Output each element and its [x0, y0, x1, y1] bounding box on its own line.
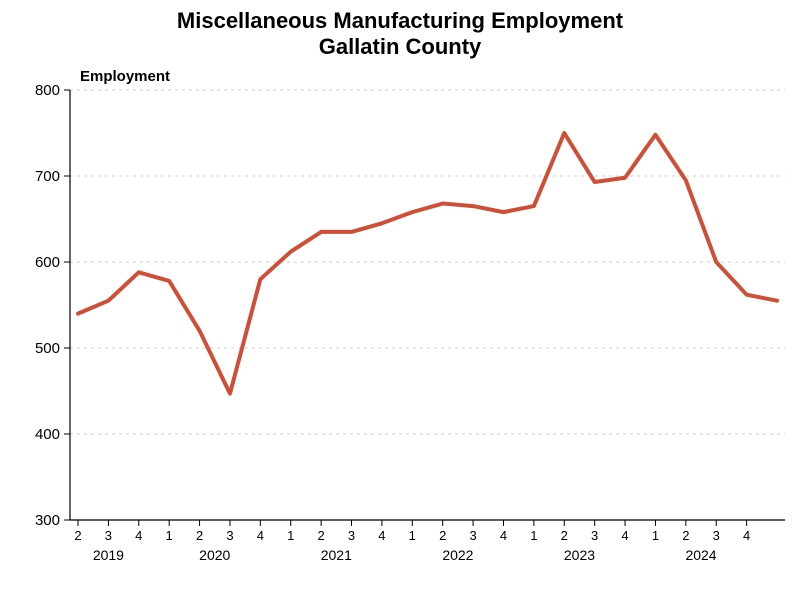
svg-text:2: 2 [196, 528, 203, 543]
svg-text:4: 4 [135, 528, 142, 543]
svg-text:4: 4 [621, 528, 628, 543]
x-axis: 2 3 4 1 2 3 4 1 2 3 4 1 2 3 4 1 2 3 4 1 2 3 4 2019 2020 2021 2022 2… [74, 520, 750, 563]
svg-text:4: 4 [378, 528, 385, 543]
svg-text:3: 3 [713, 528, 720, 543]
svg-text:3: 3 [226, 528, 233, 543]
axis-lines [70, 90, 785, 520]
svg-text:2024: 2024 [685, 547, 716, 563]
svg-text:4: 4 [257, 528, 264, 543]
svg-text:1: 1 [652, 528, 659, 543]
svg-text:2021: 2021 [321, 547, 352, 563]
svg-text:3: 3 [469, 528, 476, 543]
svg-text:1: 1 [166, 528, 173, 543]
chart-container: Miscellaneous Manufacturing Employment G… [0, 0, 800, 600]
svg-text:2: 2 [561, 528, 568, 543]
svg-text:3: 3 [105, 528, 112, 543]
svg-text:600: 600 [35, 254, 60, 271]
chart-svg: 300400500600700800 234123412341234123412… [0, 0, 800, 600]
svg-text:2: 2 [439, 528, 446, 543]
svg-text:300: 300 [35, 512, 60, 529]
svg-text:4: 4 [500, 528, 507, 543]
svg-text:2: 2 [74, 528, 81, 543]
svg-text:2: 2 [318, 528, 325, 543]
series-line [78, 133, 777, 394]
svg-text:2: 2 [682, 528, 689, 543]
svg-text:500: 500 [35, 340, 60, 357]
svg-text:2019: 2019 [93, 547, 124, 563]
svg-text:400: 400 [35, 426, 60, 443]
svg-text:800: 800 [35, 82, 60, 99]
svg-text:1: 1 [287, 528, 294, 543]
svg-text:1: 1 [530, 528, 537, 543]
svg-text:4: 4 [743, 528, 750, 543]
svg-text:2023: 2023 [564, 547, 595, 563]
y-axis: 300 400 500 600 700 800 [35, 82, 70, 529]
svg-text:3: 3 [591, 528, 598, 543]
svg-text:1: 1 [409, 528, 416, 543]
svg-text:2022: 2022 [442, 547, 473, 563]
gridlines [70, 90, 785, 434]
svg-text:2020: 2020 [199, 547, 230, 563]
svg-text:3: 3 [348, 528, 355, 543]
svg-text:700: 700 [35, 168, 60, 185]
